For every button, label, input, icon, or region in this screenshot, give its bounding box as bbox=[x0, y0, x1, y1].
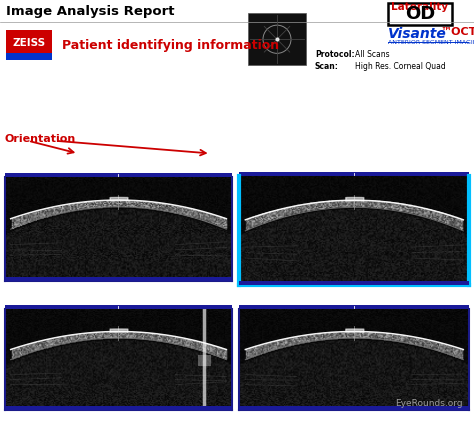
Bar bbox=[239, 406, 469, 410]
Text: OD: OD bbox=[114, 163, 123, 168]
Text: Orientation: Orientation bbox=[4, 133, 75, 144]
Bar bbox=[388, 3, 452, 25]
Bar bbox=[5, 406, 232, 410]
Text: EyeRounds.org: EyeRounds.org bbox=[395, 399, 462, 408]
Bar bbox=[5, 305, 232, 309]
Text: 270°: 270° bbox=[7, 294, 26, 303]
Bar bbox=[239, 172, 469, 176]
Text: ™OCT: ™OCT bbox=[440, 27, 474, 37]
Bar bbox=[239, 305, 469, 309]
Text: ZEISS: ZEISS bbox=[12, 38, 46, 48]
Text: OD: OD bbox=[114, 296, 123, 301]
FancyBboxPatch shape bbox=[6, 30, 52, 60]
Bar bbox=[5, 278, 232, 281]
Text: OD: OD bbox=[350, 162, 359, 167]
Bar bbox=[239, 281, 469, 285]
Text: Patient identifying information: Patient identifying information bbox=[62, 39, 279, 52]
Text: Protocol:: Protocol: bbox=[315, 50, 355, 59]
Text: 225°: 225° bbox=[242, 160, 260, 169]
Text: All Scans: All Scans bbox=[355, 50, 390, 59]
Text: 90°: 90° bbox=[216, 294, 230, 303]
Text: Scan:: Scan: bbox=[315, 62, 339, 71]
Text: 315°: 315° bbox=[242, 294, 260, 303]
Bar bbox=[248, 13, 306, 66]
Text: Image Analysis Report: Image Analysis Report bbox=[6, 5, 174, 18]
Text: High Res. Corneal Quad: High Res. Corneal Quad bbox=[355, 62, 446, 71]
Text: OD: OD bbox=[405, 5, 435, 23]
Bar bbox=[5, 173, 232, 177]
Text: 135°: 135° bbox=[448, 294, 467, 303]
Bar bbox=[6, 53, 52, 60]
Text: 45°: 45° bbox=[453, 160, 467, 169]
Text: 0°: 0° bbox=[221, 161, 230, 170]
Text: ANTERIOR SEGMENT IMAGING: ANTERIOR SEGMENT IMAGING bbox=[388, 40, 474, 45]
Text: Laterality: Laterality bbox=[392, 2, 448, 12]
Text: 180°: 180° bbox=[7, 161, 25, 170]
Text: Visante: Visante bbox=[388, 27, 447, 41]
Text: OD: OD bbox=[350, 296, 359, 301]
